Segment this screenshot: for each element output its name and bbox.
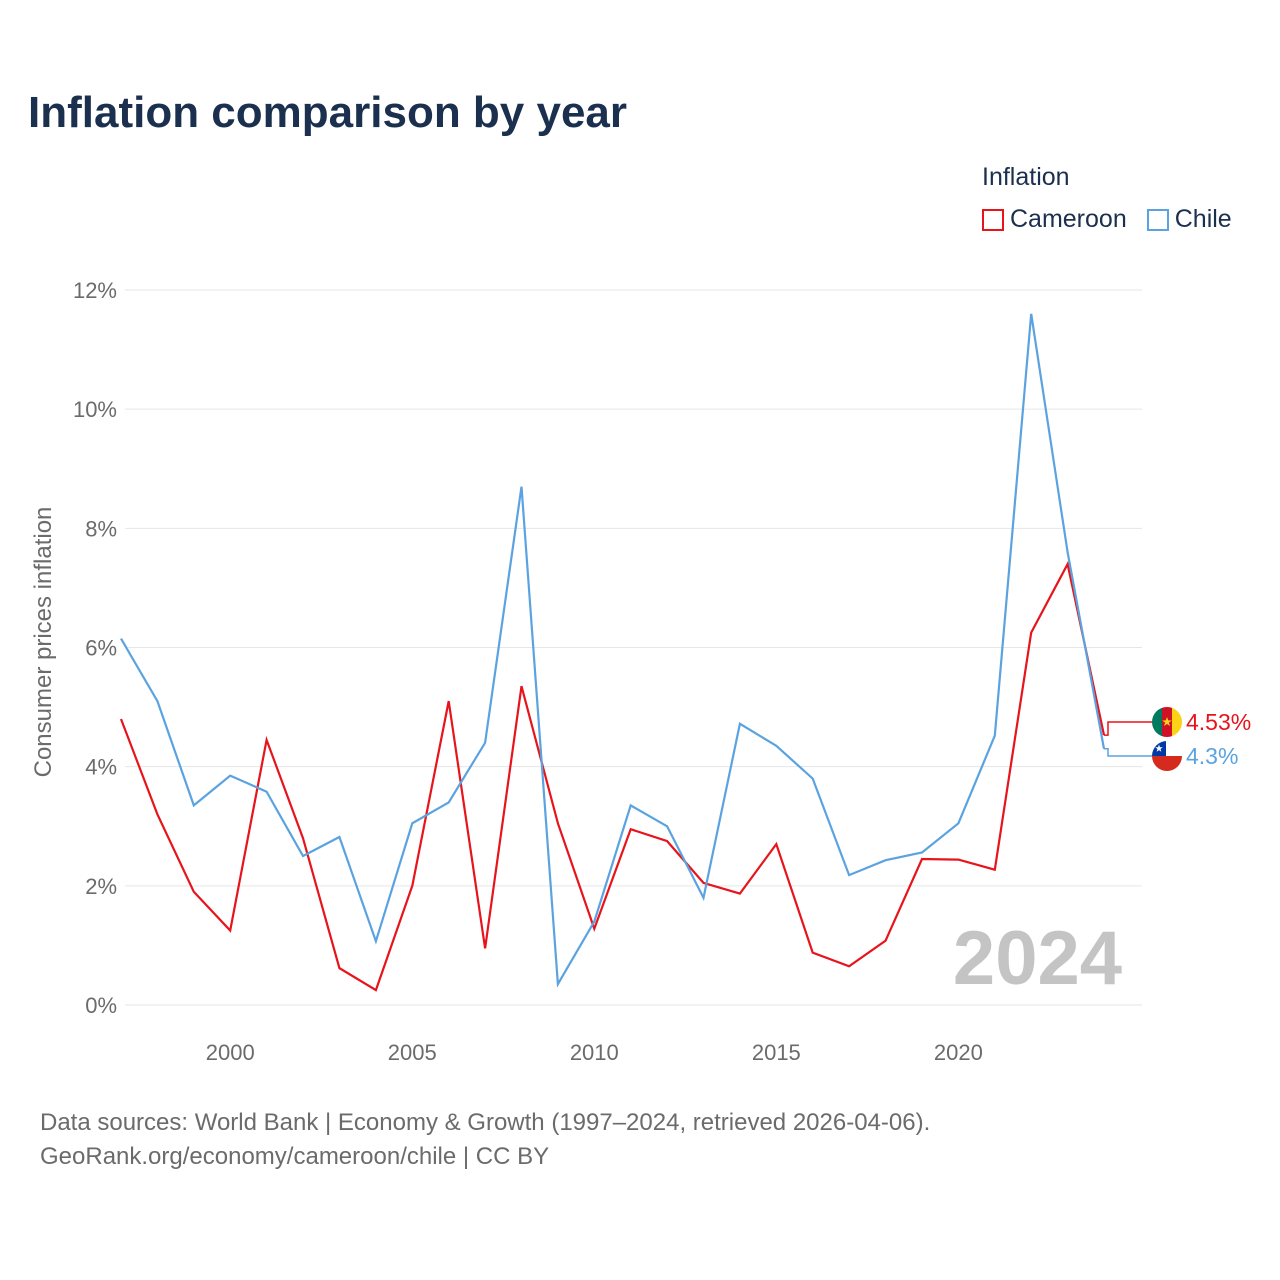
footer-sources: Data sources: World Bank | Economy & Gro… xyxy=(40,1109,931,1136)
year-watermark: 2024 xyxy=(953,916,1122,1001)
y-tick-label: 10% xyxy=(73,397,117,422)
x-axis-ticks: 2000 2005 2010 2015 2020 xyxy=(206,1040,983,1065)
end-label-cameroon: 4.53% xyxy=(1186,709,1251,735)
legend-label-cameroon: Cameroon xyxy=(1010,205,1127,233)
y-tick-label: 0% xyxy=(85,993,117,1018)
legend-label-chile: Chile xyxy=(1174,205,1232,233)
y-tick-label: 6% xyxy=(85,636,117,661)
legend-item-cameroon[interactable]: Cameroon xyxy=(982,205,1127,234)
y-tick-label: 2% xyxy=(85,874,117,899)
x-tick-label: 2015 xyxy=(752,1040,801,1065)
series-lines xyxy=(119,313,1106,992)
legend-title: Inflation xyxy=(982,163,1070,191)
cameroon-flag-icon xyxy=(1152,707,1182,737)
x-tick-label: 2000 xyxy=(206,1040,255,1065)
end-connector-chile xyxy=(1104,748,1153,757)
x-tick-label: 2005 xyxy=(388,1040,437,1065)
series-line-chile xyxy=(120,313,1106,988)
legend-item-chile[interactable]: Chile xyxy=(1146,205,1232,234)
footer: Data sources: World Bank | Economy & Gro… xyxy=(40,1106,930,1174)
end-connector-cameroon xyxy=(1104,721,1153,736)
footer-link[interactable]: GeoRank.org/economy/cameroon/chile | CC … xyxy=(40,1143,550,1170)
y-axis-label: Consumer prices inflation xyxy=(30,507,57,778)
x-tick-label: 2020 xyxy=(934,1040,983,1065)
chile-flag-icon xyxy=(1152,741,1182,771)
y-tick-label: 4% xyxy=(85,755,117,780)
y-axis-ticks: 0% 2% 4% 6% 8% 10% 12% xyxy=(73,278,117,1018)
end-labels: 4.53% 4.3% xyxy=(1104,707,1251,771)
x-tick-label: 2010 xyxy=(570,1040,619,1065)
series-line-cameroon xyxy=(119,560,1106,992)
chart-title: Inflation comparison by year xyxy=(28,88,628,137)
y-tick-label: 8% xyxy=(85,516,117,541)
end-label-chile: 4.3% xyxy=(1186,743,1238,769)
legend: Cameroon Chile xyxy=(982,205,1232,234)
y-tick-label: 12% xyxy=(73,278,117,303)
legend-swatch-cameroon xyxy=(982,208,1004,231)
grid-lines xyxy=(125,289,1142,1006)
legend-swatch-chile xyxy=(1146,208,1169,231)
